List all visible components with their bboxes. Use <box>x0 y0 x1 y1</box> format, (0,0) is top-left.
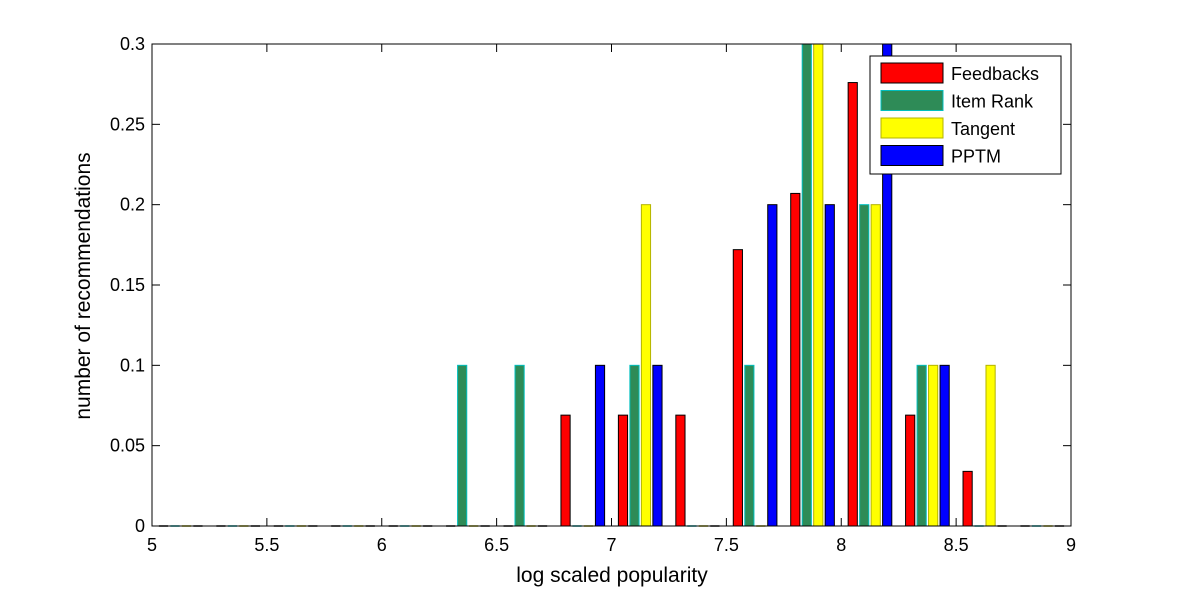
x-tick-label: 8 <box>836 535 846 555</box>
bar-feedbacks <box>962 470 973 527</box>
bar-feedbacks <box>847 82 858 527</box>
x-tick-label: 7 <box>606 535 616 555</box>
bar-tangent <box>813 43 824 527</box>
bar-item-rank <box>514 364 525 527</box>
x-tick-label: 9 <box>1066 535 1076 555</box>
bar-item-rank <box>744 364 755 527</box>
legend-label-tangent: Tangent <box>951 119 1015 139</box>
x-tick-label: 6 <box>377 535 387 555</box>
bar-pptm <box>824 204 835 527</box>
bars-group <box>158 43 1065 527</box>
bar-item-rank <box>801 43 812 527</box>
y-tick-label: 0.25 <box>110 114 145 134</box>
bar-tangent <box>640 204 652 527</box>
bar-pptm <box>652 364 663 527</box>
axes-group: 5 5.5 6 6.5 7 7.5 8 8.5 9 0 0.05 0.1 0.15 0.2 0.25 0.3 <box>110 34 1076 555</box>
bar-pptm <box>594 364 606 527</box>
bar-item-rank <box>859 204 870 527</box>
legend-swatch-item-rank <box>880 90 944 111</box>
y-tick-label: 0.2 <box>120 195 145 215</box>
bar-tangent <box>985 364 996 527</box>
y-tick-label: 0.05 <box>110 436 145 456</box>
x-tick-label: 5 <box>147 535 157 555</box>
bar-feedbacks <box>560 414 571 527</box>
x-tick-label: 8.5 <box>944 535 969 555</box>
legend-swatch-pptm <box>880 145 944 166</box>
x-tick-label: 6.5 <box>484 535 509 555</box>
bar-pptm <box>939 364 950 527</box>
x-axis-label: log scaled popularity <box>516 564 708 587</box>
x-tick-label: 7.5 <box>714 535 739 555</box>
bar-tangent <box>928 364 939 527</box>
legend-swatch-feedbacks <box>880 62 944 84</box>
y-tick-label: 0.3 <box>120 34 145 54</box>
y-tick-label: 0 <box>135 516 145 536</box>
legend-label-item-rank: Item Rank <box>951 92 1034 112</box>
y-axis-label: number of recommendations <box>72 152 95 419</box>
bar-feedbacks <box>790 192 801 527</box>
bar-feedbacks <box>675 414 686 527</box>
bar-feedbacks <box>732 249 743 527</box>
bar-pptm <box>767 204 778 527</box>
bar-item-rank <box>457 364 468 527</box>
y-tick-label: 0.15 <box>110 275 145 295</box>
legend-label-feedbacks: Feedbacks <box>951 64 1039 84</box>
x-tick-label: 5.5 <box>254 535 279 555</box>
bar-feedbacks <box>617 414 629 527</box>
bar-item-rank <box>629 364 640 527</box>
bar-feedbacks <box>905 414 916 527</box>
legend-label-pptm: PPTM <box>951 147 1001 167</box>
bar-item-rank <box>916 364 927 527</box>
y-tick-label: 0.1 <box>120 355 145 375</box>
bar-tangent <box>870 204 881 527</box>
legend-swatch-tangent <box>880 117 944 139</box>
legend: Feedbacks Item Rank Tangent PPTM <box>869 55 1062 175</box>
